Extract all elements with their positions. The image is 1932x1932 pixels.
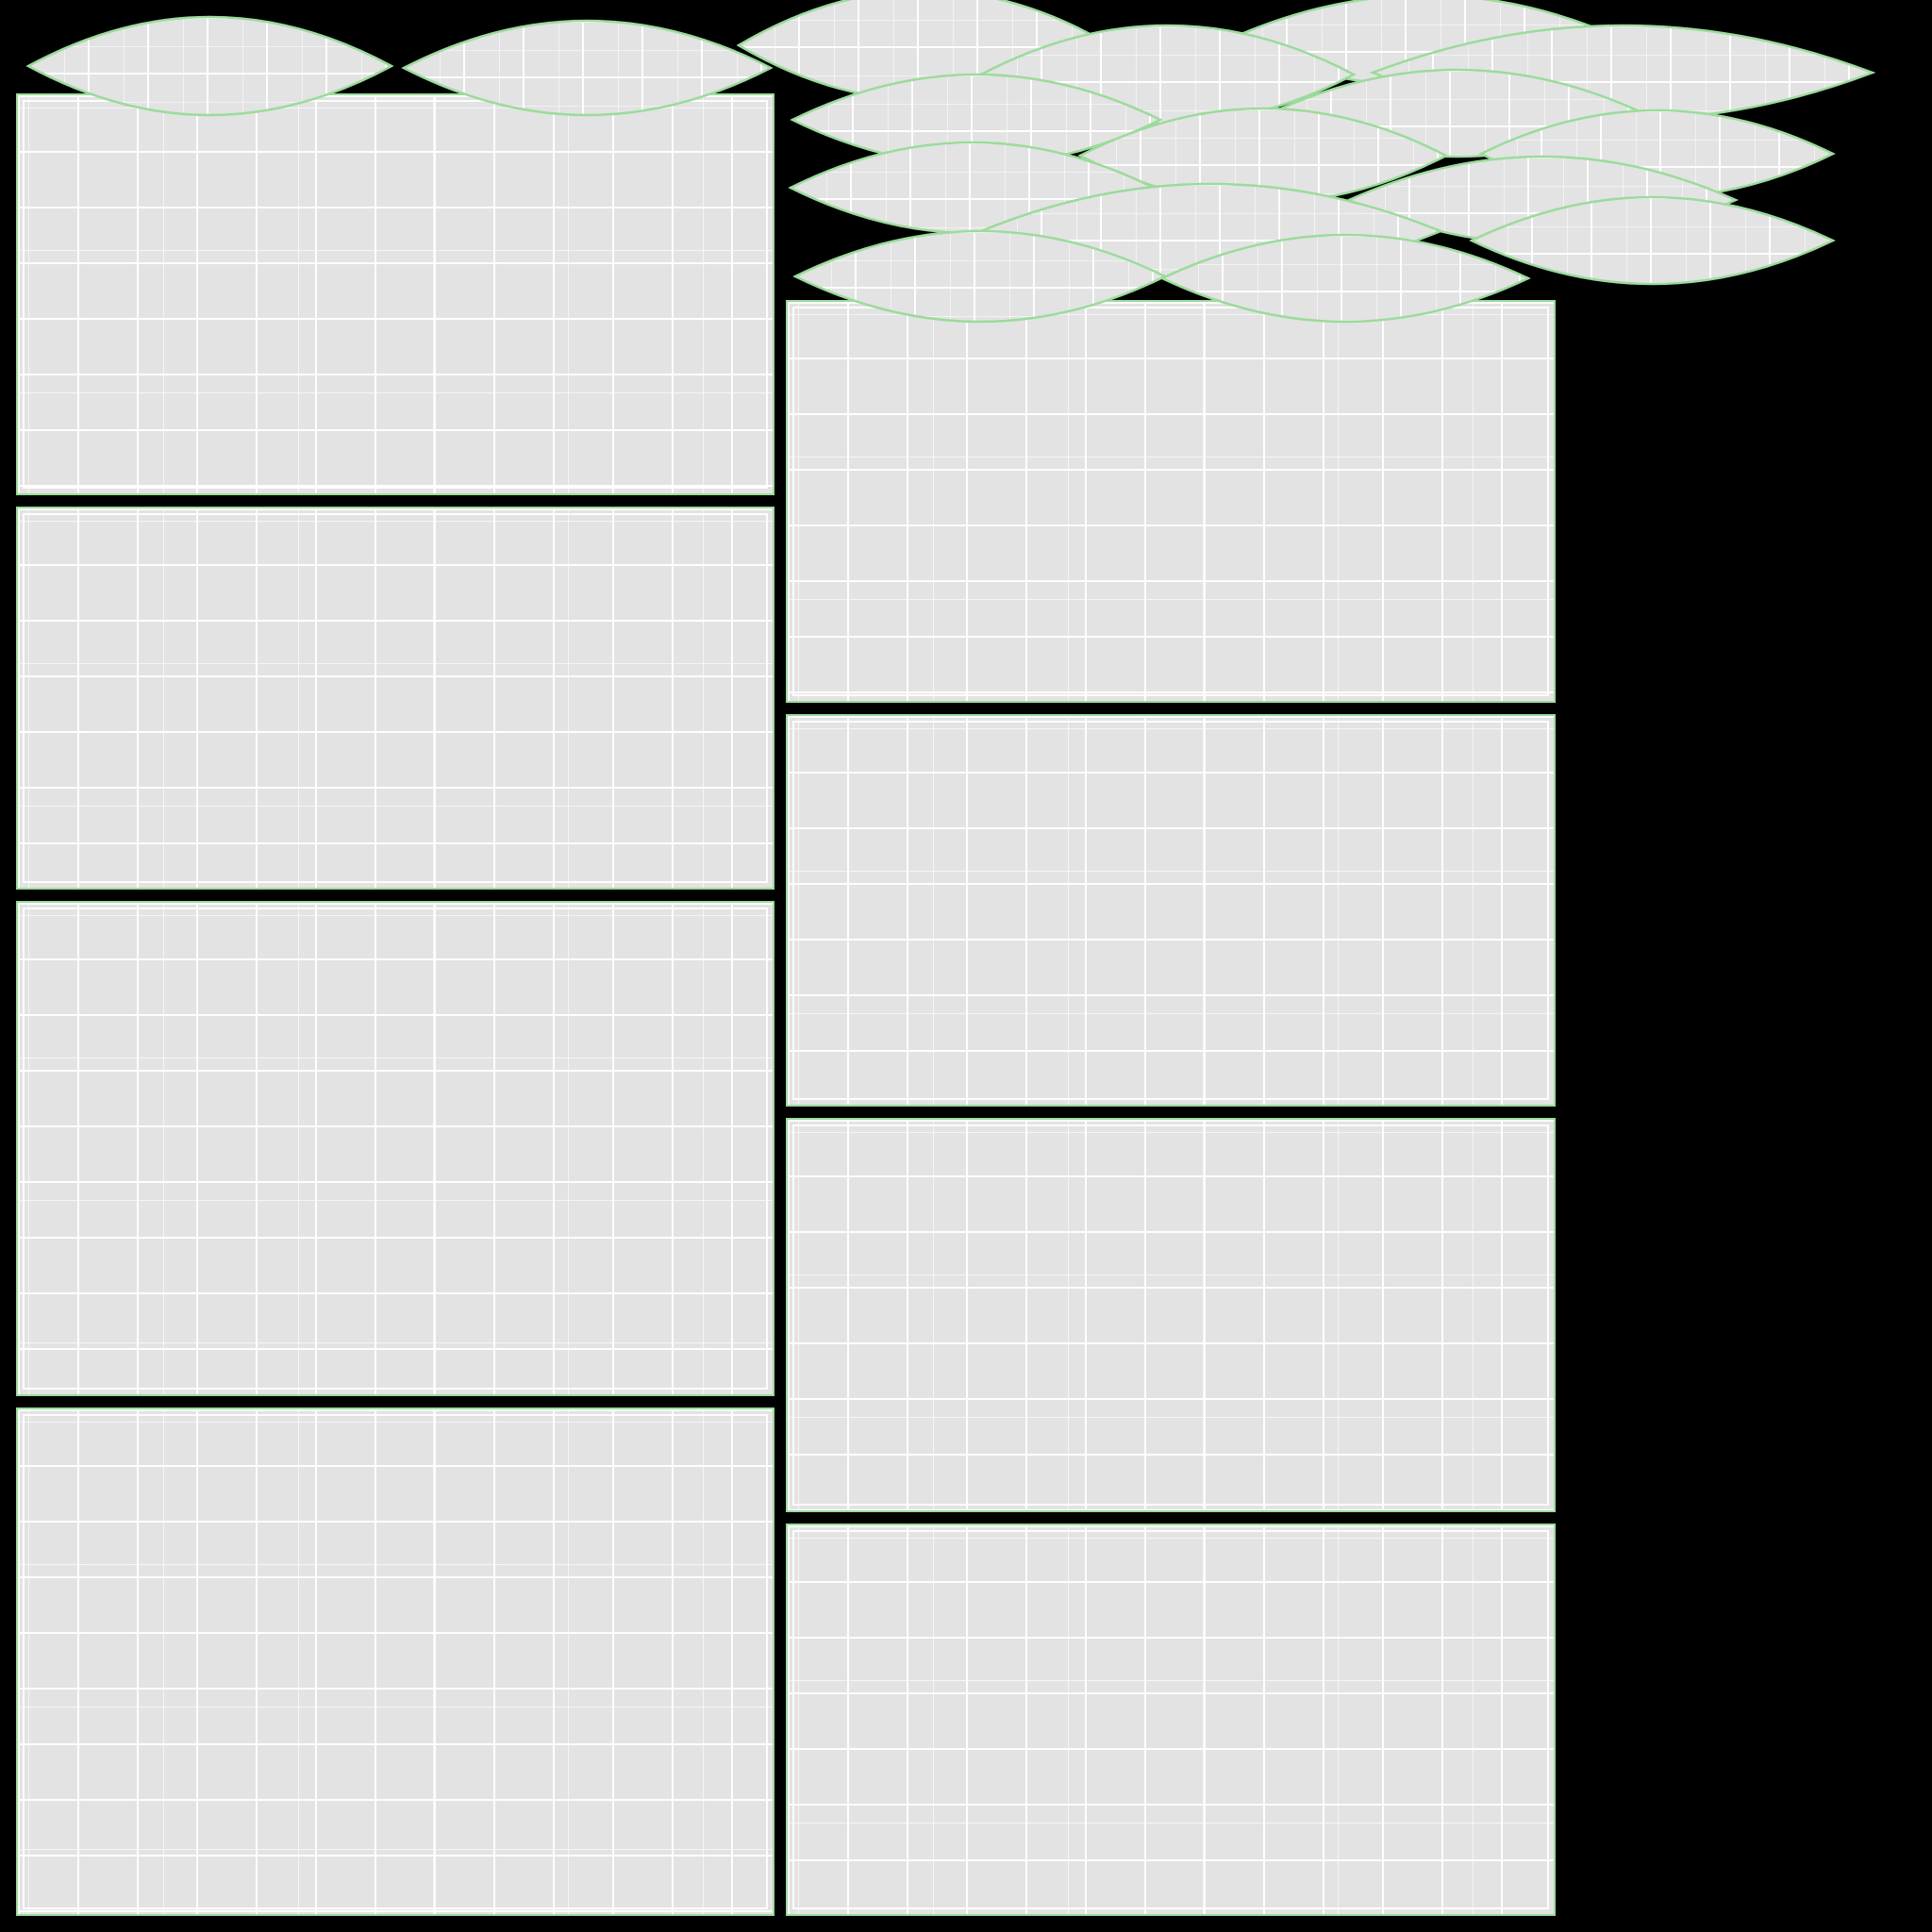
grid-panel-left-panel-1 [16,93,774,495]
leaf-lens-outline [401,19,774,117]
grid-panel-left-panel-2 [16,507,774,890]
leaf-lens-outline [1469,195,1836,286]
grid-panel-right-panel-1 [786,300,1556,703]
leaf-lens-shape-lens-e [792,229,1168,324]
grid-panel-left-panel-4 [16,1407,774,1916]
grid-panel-right-panel-3 [786,1118,1556,1512]
grid-panel-right-panel-2 [786,714,1556,1107]
grid-panel-left-panel-3 [16,901,774,1396]
grid-panel-right-panel-4 [786,1524,1556,1916]
leaf-lens-shape-lens-j [1159,233,1531,324]
leaf-lens-outline [25,15,394,117]
leaf-lens-shape-lens-top-left-1 [25,15,394,117]
leaf-lens-shape-lens-top-left-2 [401,19,774,117]
leaf-lens-shape-lens-r [1469,195,1836,286]
leaf-lens-outline [1159,233,1531,324]
leaf-lens-outline [792,229,1168,324]
